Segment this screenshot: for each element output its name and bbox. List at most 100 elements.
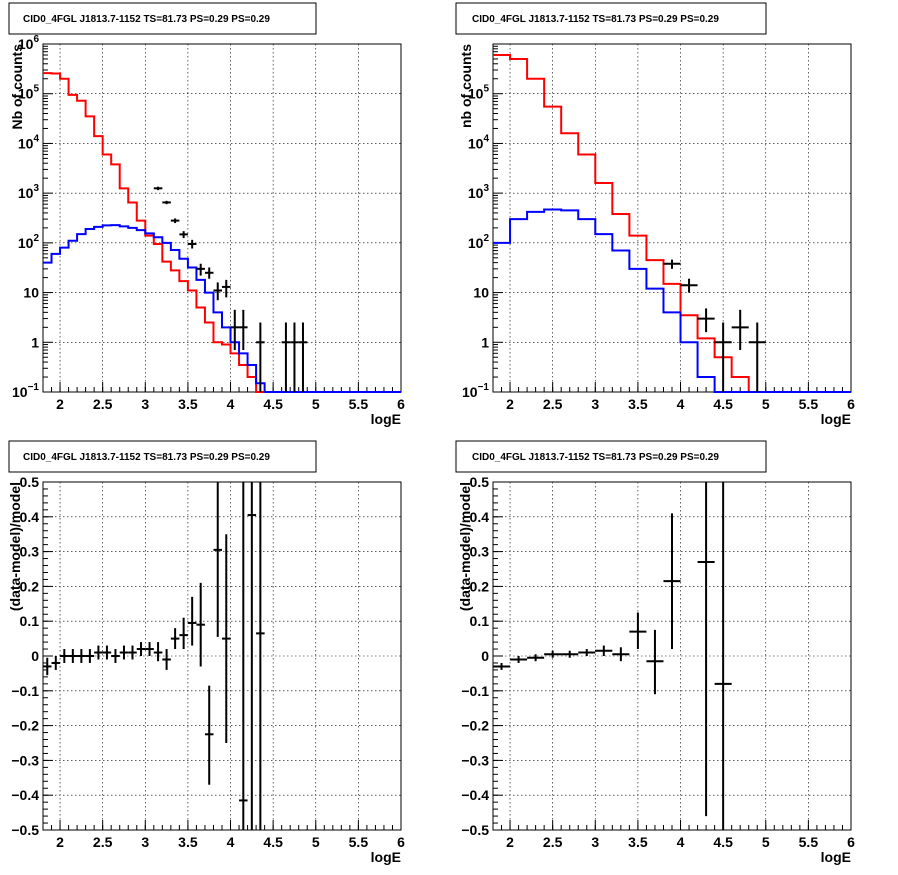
- data-point: [162, 200, 171, 205]
- title-box: [455, 440, 767, 473]
- y-tick-label: 10−1: [12, 382, 39, 400]
- x-tick-label: 2: [56, 396, 64, 412]
- data-point: [663, 259, 681, 269]
- data-point: [170, 218, 180, 224]
- data-point: [256, 322, 265, 392]
- data-point: [179, 617, 188, 650]
- data-point: [629, 612, 647, 650]
- y-tick-label: −0.4: [11, 787, 39, 803]
- y-tick-exponent: 6: [33, 34, 39, 45]
- panel-residuals-left: CID0_4FGL J1813.7-1152 TS=81.73 PS=0.29 …: [7, 440, 405, 865]
- x-axis-label: logE: [371, 411, 401, 427]
- title-box: [8, 2, 317, 35]
- y-tick-label: 0.5: [20, 474, 40, 490]
- y-tick-label: −0.2: [461, 718, 489, 734]
- y-tick-label: 10: [473, 285, 489, 301]
- y-tick-label: −0.2: [11, 718, 39, 734]
- x-tick-label: 4.5: [713, 396, 733, 412]
- x-tick-label: 3.5: [178, 834, 198, 850]
- y-axis-label: nb of counts: [458, 44, 474, 128]
- x-tick-label: 6: [847, 396, 855, 412]
- data-point: [153, 642, 163, 662]
- x-tick-label: 5: [762, 834, 770, 850]
- data-point: [493, 662, 511, 670]
- data-point: [213, 482, 222, 637]
- y-tick-label: 10−1: [462, 382, 489, 400]
- x-tick-label: 3: [591, 834, 599, 850]
- panel-title: CID0_4FGL J1813.7-1152 TS=81.73 PS=0.29 …: [23, 14, 270, 25]
- panel-title: CID0_4FGL J1813.7-1152 TS=81.73 PS=0.29 …: [23, 452, 270, 463]
- data-point: [527, 654, 545, 662]
- y-tick-label: 0: [481, 648, 489, 664]
- y-tick-label: 1: [481, 334, 489, 350]
- y-tick-label: 103: [468, 183, 490, 201]
- data-point: [179, 231, 188, 239]
- x-tick-label: 2: [56, 834, 64, 850]
- y-axis-label: (data-model)/model: [457, 482, 473, 611]
- x-tick-label: 6: [397, 834, 405, 850]
- data-point: [290, 322, 299, 392]
- y-tick-label: −0.3: [11, 752, 39, 768]
- x-tick-label: 2.5: [93, 396, 113, 412]
- x-tick-label: 2.5: [543, 834, 563, 850]
- x-tick-label: 5: [762, 396, 770, 412]
- x-tick-label: 4: [677, 834, 685, 850]
- y-tick-label: 103: [18, 183, 40, 201]
- data-point: [239, 482, 248, 830]
- data-point: [102, 645, 112, 660]
- data-point: [204, 267, 214, 279]
- data-point: [646, 629, 664, 695]
- y-tick-label: −0.5: [461, 822, 489, 838]
- x-tick-label: 3: [141, 396, 149, 412]
- plot-area: 2 2.5 3 3.5 4 4.5 5 5.5 6 0.5 0.4 0.3 0.2 0.1 0 −0.1 −0.…: [11, 474, 405, 850]
- data-point: [136, 642, 146, 656]
- x-tick-label: 6: [847, 834, 855, 850]
- data-point: [680, 278, 698, 293]
- y-tick-exponent: 4: [483, 133, 489, 144]
- x-tick-label: 3.5: [178, 396, 198, 412]
- data-point: [60, 649, 69, 663]
- data-point: [145, 642, 154, 656]
- data-point: [111, 649, 120, 663]
- data-point: [612, 647, 630, 662]
- x-axis-label: logE: [821, 411, 851, 427]
- x-axis-label: logE: [371, 849, 401, 865]
- y-tick-label: −0.5: [11, 822, 39, 838]
- data-point: [714, 322, 732, 392]
- data-point: [196, 263, 205, 276]
- y-tick-exponent: 4: [33, 133, 39, 144]
- data-point: [119, 645, 129, 660]
- data-point: [153, 186, 163, 191]
- y-tick-label: 104: [18, 133, 40, 151]
- data-point: [247, 482, 257, 830]
- data-point: [697, 482, 715, 817]
- x-tick-label: 3.5: [628, 834, 648, 850]
- x-tick-label: 5: [312, 834, 320, 850]
- x-tick-label: 3: [591, 396, 599, 412]
- x-tick-label: 3: [141, 834, 149, 850]
- y-tick-label: 0.3: [20, 544, 40, 560]
- x-tick-label: 4: [227, 834, 235, 850]
- x-tick-label: 4.5: [263, 396, 283, 412]
- y-tick-label: 104: [468, 133, 490, 151]
- x-tick-label: 5.5: [349, 396, 369, 412]
- y-tick-label: 0.4: [470, 509, 490, 525]
- data-point: [162, 649, 171, 670]
- y-tick-label: −0.3: [461, 752, 489, 768]
- x-tick-label: 2: [506, 834, 514, 850]
- x-tick-label: 2: [506, 396, 514, 412]
- data-point: [663, 513, 681, 650]
- y-tick-exponent: 3: [483, 183, 489, 194]
- y-tick-label: −0.1: [11, 683, 39, 699]
- data-point: [510, 656, 528, 663]
- x-axis-label: logE: [821, 849, 851, 865]
- data-point: [196, 582, 205, 667]
- y-tick-label: 0.4: [20, 509, 40, 525]
- data-point: [51, 656, 61, 670]
- y-tick-exponent: −1: [478, 382, 490, 393]
- y-tick-exponent: 2: [33, 233, 39, 244]
- x-tick-label: 3.5: [628, 396, 648, 412]
